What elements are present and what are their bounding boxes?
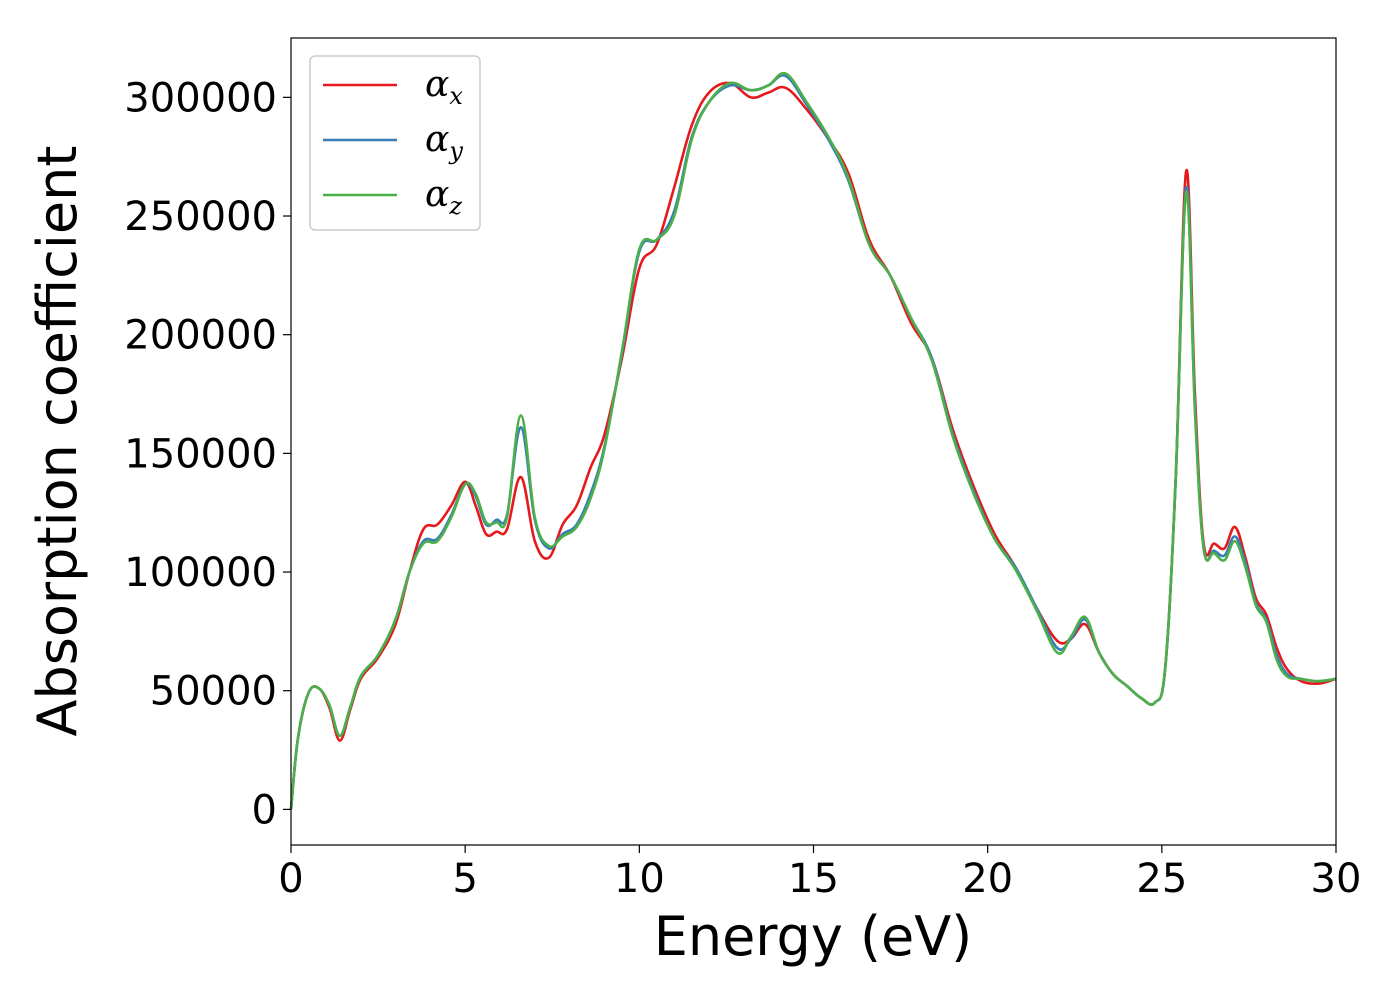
y-tick-label: 0 <box>252 787 277 833</box>
series-line-alpha-z <box>289 71 1337 810</box>
x-tick-label: 25 <box>1136 856 1187 902</box>
legend-subscript: z <box>448 192 462 220</box>
x-axis-ticks: 0 5 10 15 20 25 30 <box>278 845 1361 902</box>
y-tick-label: 100000 <box>124 550 277 596</box>
x-tick-label: 15 <box>788 856 839 902</box>
y-tick-label: 50000 <box>150 669 277 715</box>
y-axis-ticks: 0 50000 100000 150000 200000 250000 300000 <box>124 75 291 833</box>
x-axis-label: Energy (eV) <box>654 905 973 968</box>
x-tick-label: 30 <box>1311 856 1362 902</box>
y-axis-label: Absorption coefficient <box>26 146 89 737</box>
legend-box <box>309 55 481 231</box>
y-tick-label: 250000 <box>124 194 277 240</box>
series-layer <box>289 71 1337 810</box>
x-tick-label: 0 <box>278 856 303 902</box>
legend-subscript: y <box>448 137 463 165</box>
y-tick-label: 200000 <box>124 313 277 359</box>
y-tick-label: 300000 <box>124 75 277 121</box>
x-tick-label: 10 <box>614 856 665 902</box>
legend-subscript: x <box>449 82 463 110</box>
x-tick-label: 20 <box>962 856 1013 902</box>
x-tick-label: 5 <box>452 856 477 902</box>
y-tick-label: 150000 <box>124 431 277 477</box>
legend-label-alpha-z: αz <box>425 174 462 220</box>
